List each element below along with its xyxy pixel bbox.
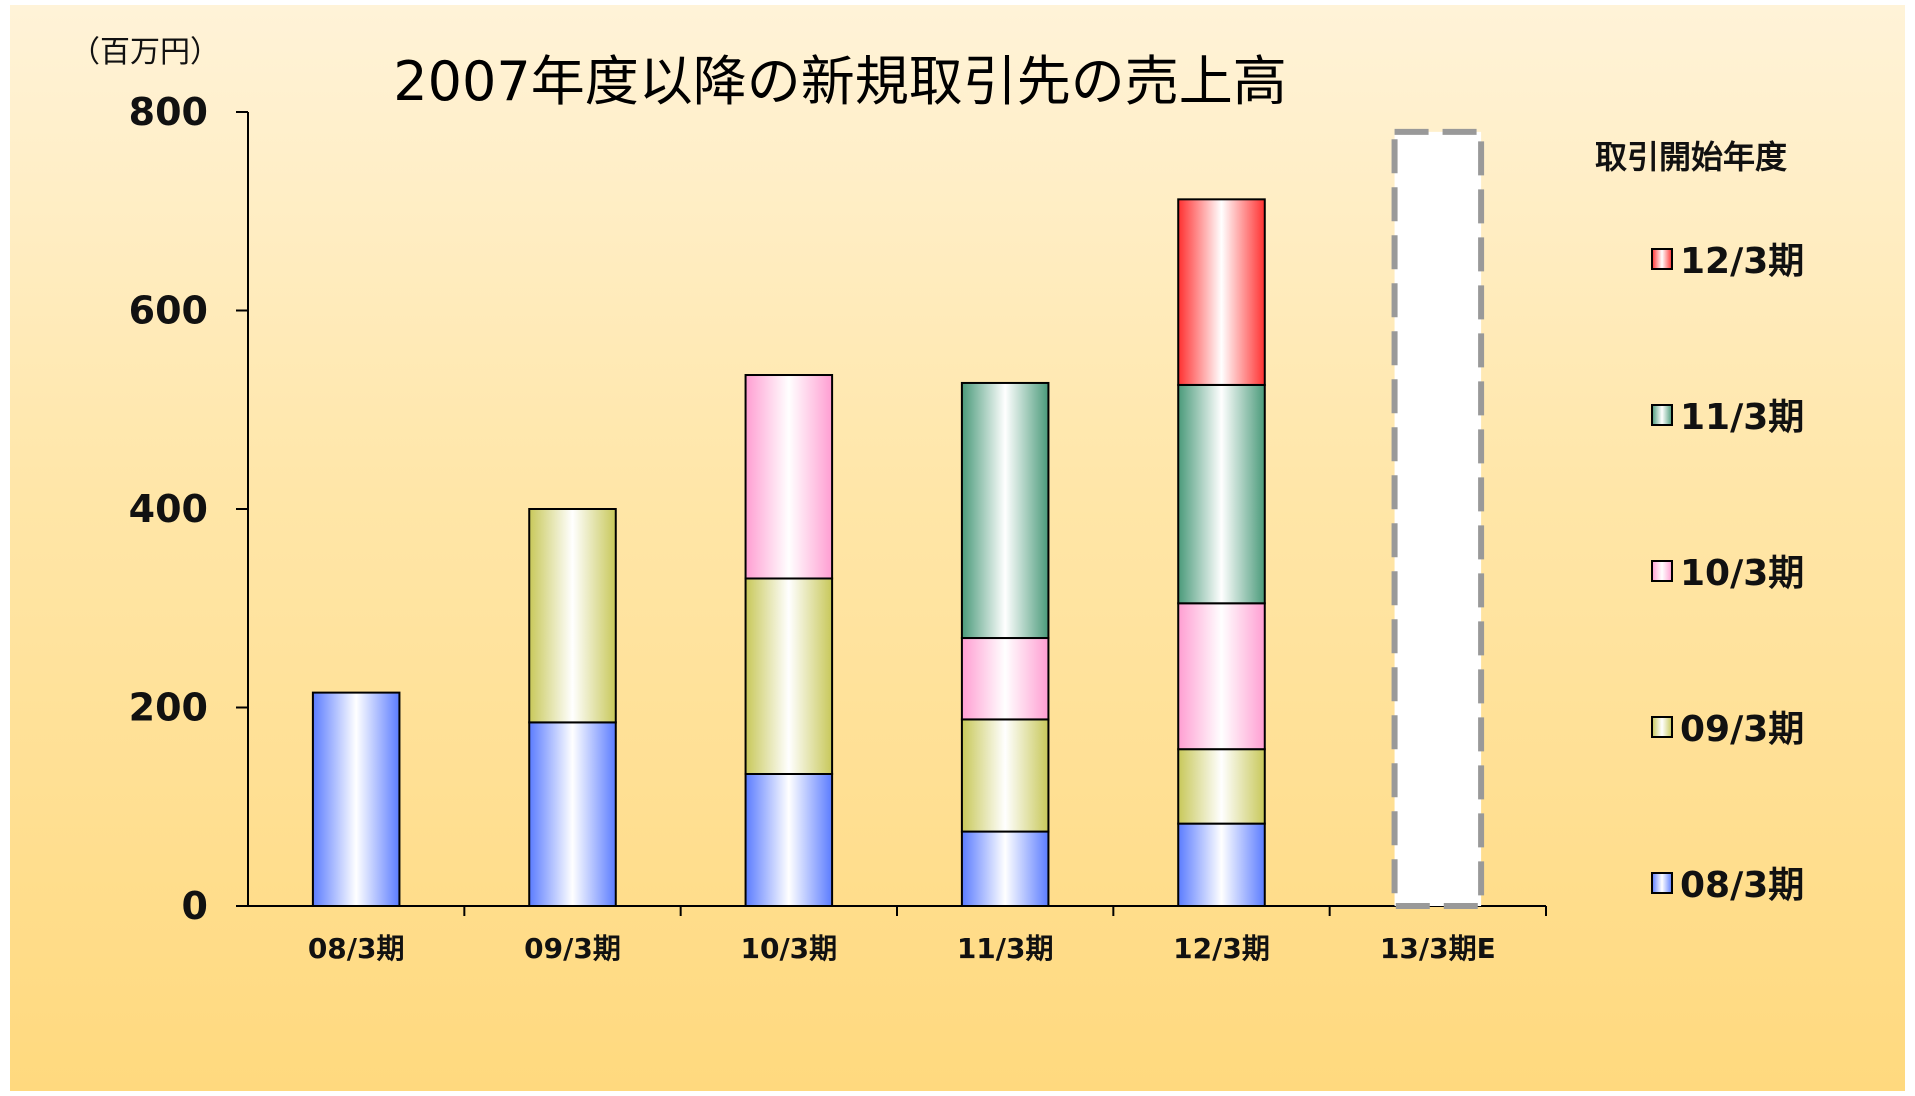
y-axis: 0 200 400 600 800 [129, 90, 249, 928]
legend-swatch [1651, 248, 1673, 270]
x-category-label: 13/3期E [1380, 932, 1496, 965]
legend-title: 取引開始年度 [1595, 138, 1787, 176]
legend-swatch [1651, 872, 1673, 894]
bar-segment [528, 508, 617, 724]
chart-title: 2007年度以降の新規取引先の売上高 [393, 50, 1286, 113]
legend: 取引開始年度 12/3期 11/3期 10/3期 09/3期 08/3期 [1595, 138, 1804, 906]
bar-segment [744, 374, 834, 580]
bar-segment [1177, 383, 1266, 605]
y-tick-label: 200 [129, 686, 208, 730]
y-tick-label: 0 [182, 884, 208, 928]
x-category-label: 10/3期 [740, 932, 837, 965]
legend-label: 09/3期 [1680, 709, 1804, 750]
bar-segment [960, 637, 1050, 721]
bar-segment [744, 577, 834, 775]
x-axis: 08/3期 09/3期 10/3期 11/3期 12/3期 13/3期E [248, 905, 1547, 965]
x-category-label: 12/3期 [1173, 932, 1270, 965]
legend-label: 11/3期 [1680, 397, 1804, 438]
legend-label: 10/3期 [1680, 553, 1804, 594]
legend-swatch [1651, 404, 1673, 426]
bar-segment [960, 718, 1050, 833]
bar-segment [1177, 748, 1266, 825]
bars [311, 128, 1485, 910]
bar-segment [528, 721, 617, 908]
chart-panel [10, 5, 1905, 1091]
bar-segment [960, 381, 1050, 640]
bar-segment [960, 830, 1050, 907]
y-tick-label: 800 [129, 90, 208, 134]
bar-segment [1177, 198, 1266, 386]
estimate-bar [1391, 128, 1485, 910]
bar-segment [1177, 822, 1266, 907]
bar-segment [1177, 602, 1266, 751]
y-unit-label: （百万円） [70, 35, 220, 70]
y-tick-label: 600 [129, 289, 208, 333]
bar-segment [311, 691, 401, 907]
bar-segment [744, 772, 834, 907]
legend-swatch [1651, 716, 1673, 738]
y-tick-label: 400 [129, 487, 208, 531]
x-category-label: 08/3期 [308, 932, 405, 965]
x-category-label: 09/3期 [524, 932, 621, 965]
legend-swatch [1651, 560, 1673, 582]
legend-label: 08/3期 [1680, 865, 1804, 906]
legend-label: 12/3期 [1680, 241, 1804, 282]
x-category-label: 11/3期 [957, 932, 1054, 965]
